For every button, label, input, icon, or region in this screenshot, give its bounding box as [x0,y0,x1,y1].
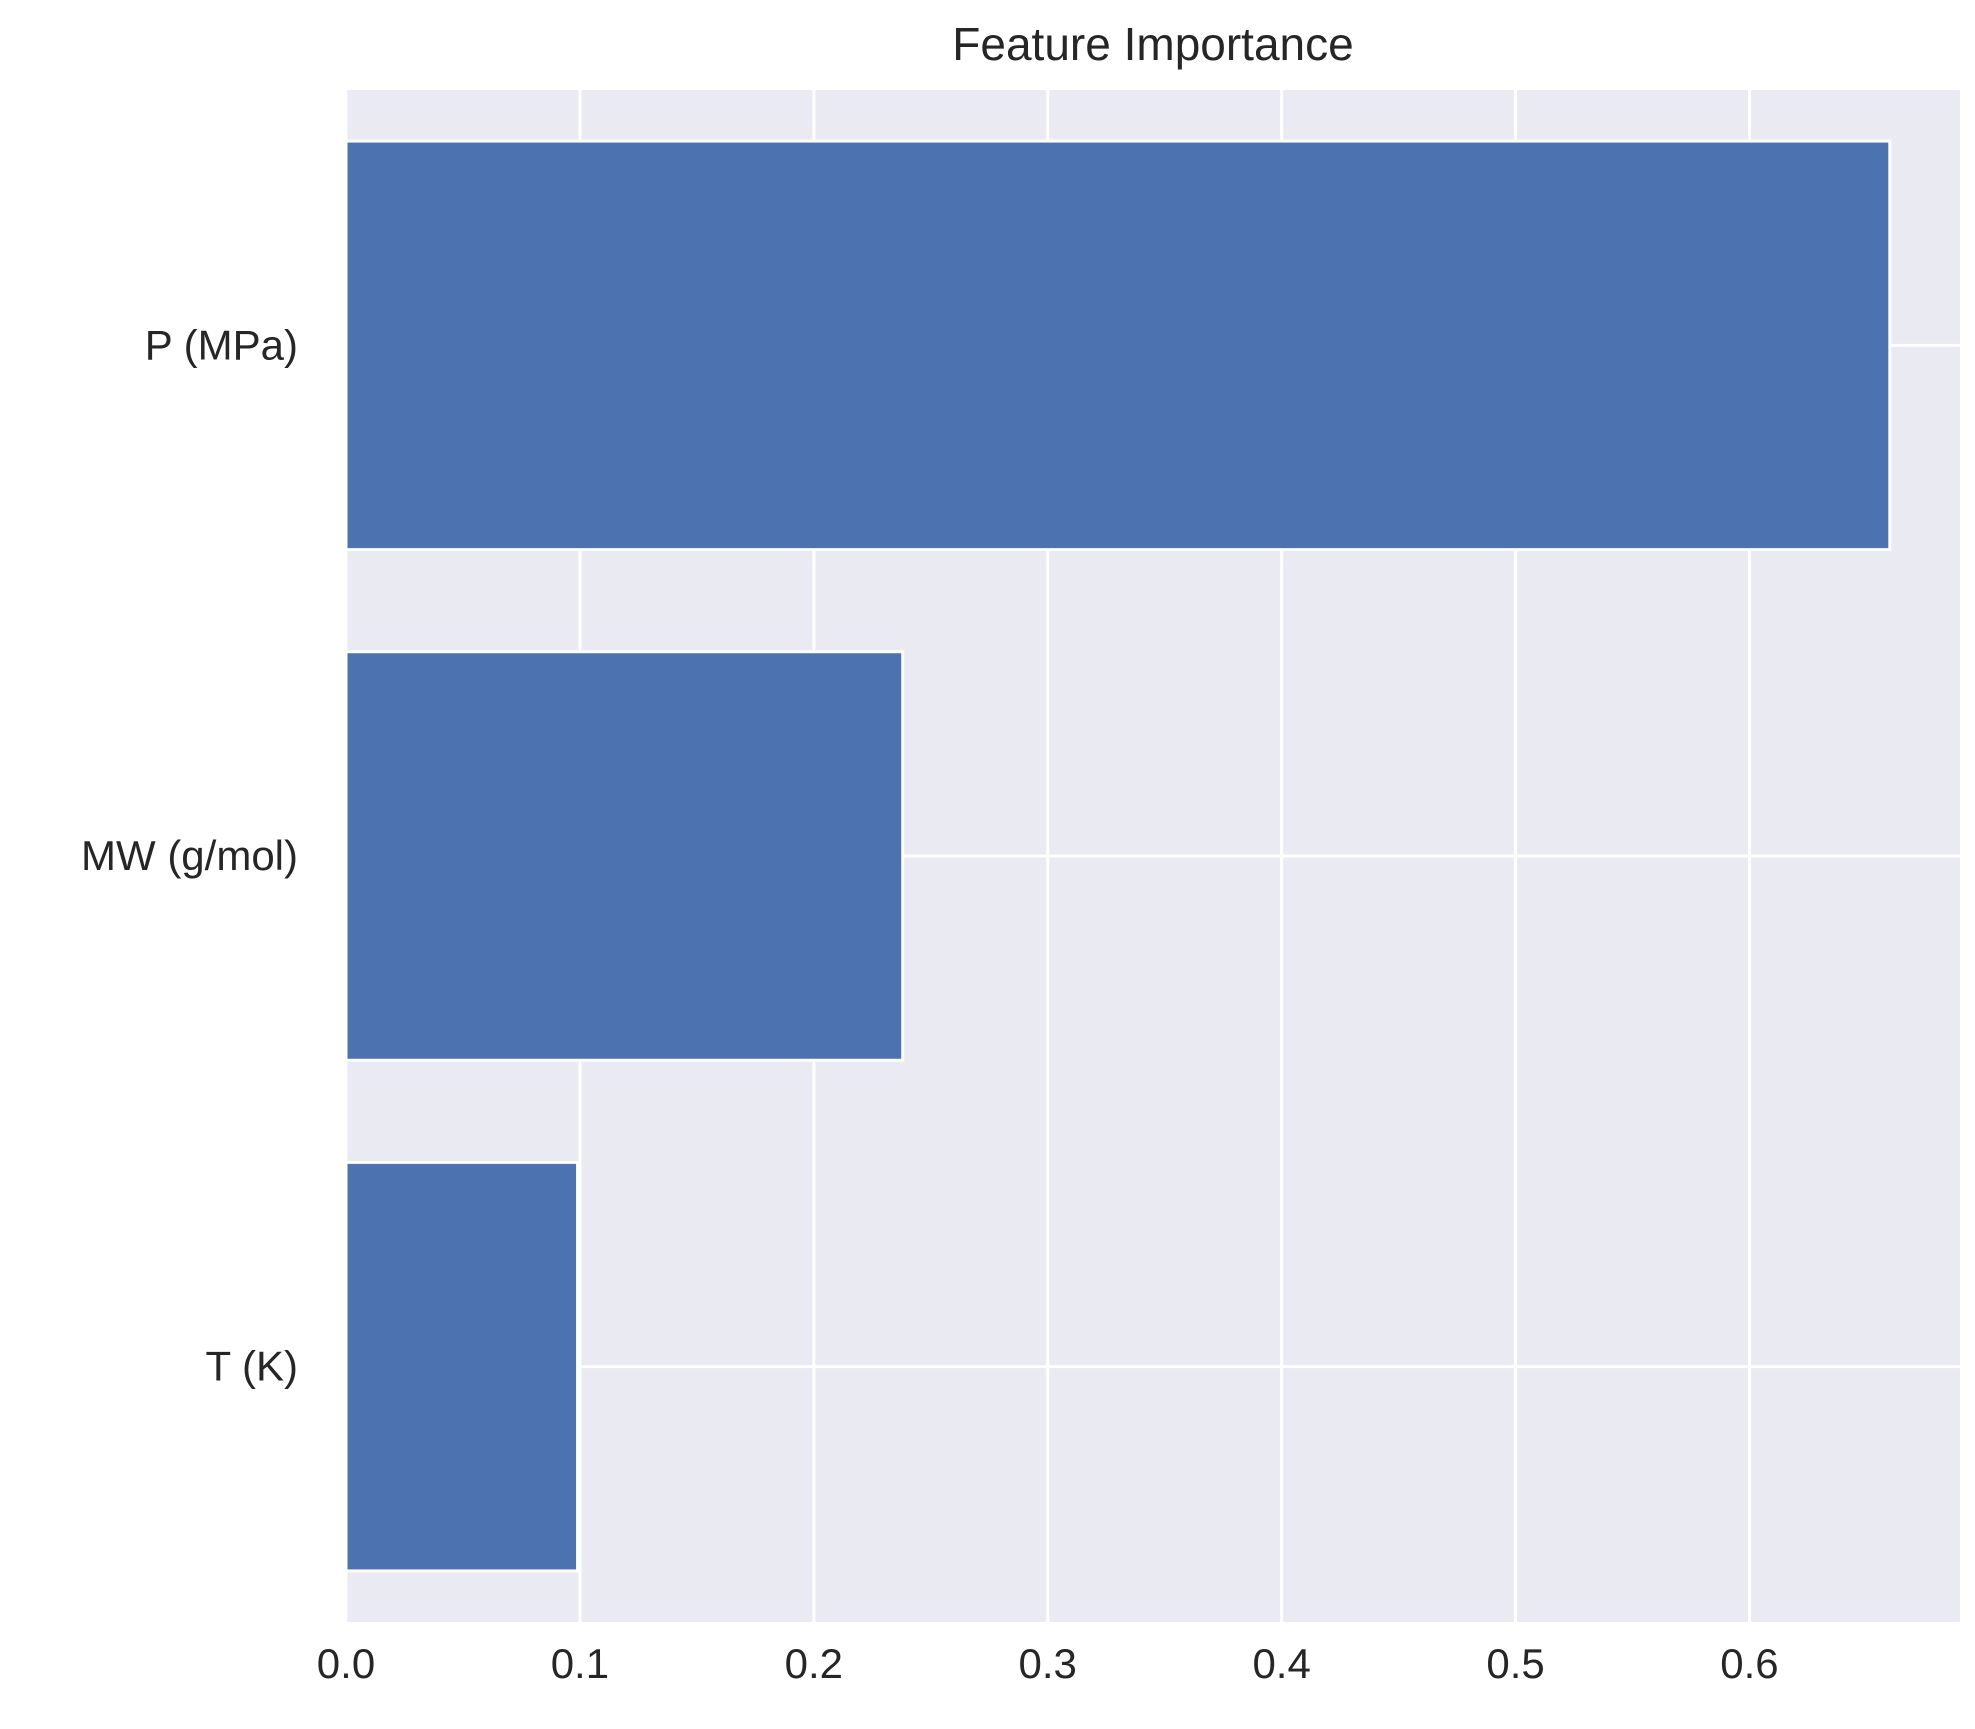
x-tick-label: 0.3 [1019,1640,1077,1687]
bars [344,139,1892,1573]
x-tick-label: 0.6 [1720,1640,1778,1687]
bar-p-mpa [344,139,1892,552]
y-axis-categories: P (MPa) MW (g/mol) T (K) [81,321,298,1389]
y-category-label: T (K) [205,1343,298,1390]
bar-mw-g-mol [344,650,905,1062]
chart-title: Feature Importance [952,18,1353,70]
x-tick-label: 0.2 [785,1640,843,1687]
x-tick-label: 0.4 [1252,1640,1310,1687]
x-tick-label: 0.0 [317,1640,375,1687]
bar-t-k [344,1160,580,1573]
y-category-label: P (MPa) [145,321,298,368]
x-axis-ticks: 0.0 0.1 0.2 0.3 0.4 0.5 0.6 [317,1640,1779,1687]
x-tick-label: 0.1 [551,1640,609,1687]
y-category-label: MW (g/mol) [81,832,298,879]
x-tick-label: 0.5 [1486,1640,1544,1687]
